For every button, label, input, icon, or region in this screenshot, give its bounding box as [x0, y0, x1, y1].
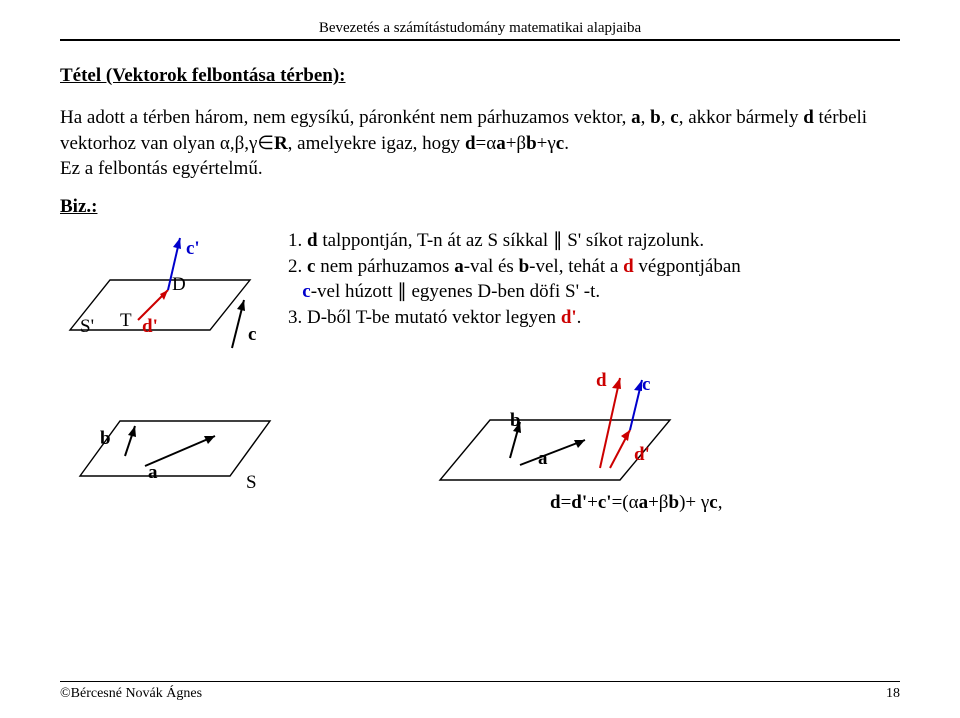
- text: S' síkot rajzolunk.: [562, 230, 704, 251]
- label-b: b: [510, 410, 521, 432]
- parallel-icon: ∥: [553, 230, 563, 251]
- label-d: d: [596, 370, 607, 392]
- label-b: b: [100, 428, 111, 450]
- step-3: 3. D-ből T-be mutató vektor legyen d'.: [288, 305, 900, 331]
- text: D-ből T-be mutató vektor legyen: [302, 307, 561, 328]
- header-rule: [60, 39, 900, 41]
- vec-dprime: d': [561, 307, 577, 328]
- step-1: 1. d talppontján, T-n át az S síkkal ∥ S…: [288, 228, 900, 254]
- eq-d: d: [465, 133, 476, 154]
- text: .: [564, 133, 569, 154]
- step-num: 3.: [288, 307, 302, 328]
- vec-a: a: [454, 256, 464, 277]
- label-a: a: [538, 448, 548, 470]
- vec-b: b: [519, 256, 530, 277]
- proof-steps: 1. d talppontján, T-n át az S síkkal ∥ S…: [280, 220, 900, 331]
- figure-s-prime: [60, 220, 280, 360]
- text: nem párhuzamos: [315, 256, 454, 277]
- vec-d: d: [803, 107, 814, 128]
- vec-d: d: [307, 230, 318, 251]
- footer-rule: [60, 681, 900, 682]
- label-Sprime: S': [80, 316, 94, 338]
- step-num: 2.: [288, 256, 302, 277]
- label-a: a: [148, 462, 158, 484]
- text: +β: [506, 133, 526, 154]
- theorem-title: Tétel (Vektorok felbontása térben):: [60, 65, 900, 87]
- text: ,: [641, 107, 651, 128]
- text: )+ γ: [679, 492, 709, 513]
- eq-a: a: [496, 133, 506, 154]
- text: -vel, tehát a: [529, 256, 623, 277]
- vec-b: b: [650, 107, 661, 128]
- text: =α: [476, 133, 497, 154]
- text: , akkor bármely: [679, 107, 804, 128]
- text: =: [561, 492, 572, 513]
- label-cprime: c': [186, 238, 200, 260]
- text: egyenes D-ben döfi S' -t.: [407, 281, 600, 302]
- figure-combined: [410, 340, 730, 510]
- text: , amelyekre igaz, hogy: [288, 133, 465, 154]
- label-dprime: d': [634, 444, 650, 466]
- label-S: S: [246, 472, 257, 494]
- theorem-body: Ha adott a térben három, nem egysíkú, pá…: [60, 105, 900, 182]
- document-header: Bevezetés a számítástudomány matematikai…: [60, 20, 900, 37]
- step-2: 2. c nem párhuzamos a-val és b-vel, tehá…: [288, 254, 900, 305]
- footer-page: 18: [886, 686, 900, 702]
- text: +β: [648, 492, 668, 513]
- vec-c: c: [670, 107, 678, 128]
- eq-cprime: c': [598, 492, 612, 513]
- text: ,: [661, 107, 671, 128]
- figure-s: [60, 366, 310, 506]
- step-num: 1.: [288, 230, 302, 251]
- vec-c: c: [302, 281, 310, 302]
- parallel-icon: ∥: [397, 281, 407, 302]
- equation: d=d'+c'=(αa+βb)+ γc,: [550, 492, 722, 514]
- eq-d: d: [550, 492, 561, 513]
- text: Ha adott a térben három, nem egysíkú, pá…: [60, 107, 631, 128]
- text: +γ: [537, 133, 556, 154]
- text: -vel húzott: [311, 281, 398, 302]
- eq-a: a: [639, 492, 649, 513]
- vec-a: a: [631, 107, 641, 128]
- text: .: [577, 307, 582, 328]
- label-D: D: [172, 274, 186, 296]
- text: ,: [718, 492, 723, 513]
- label-T: T: [120, 310, 132, 332]
- text: talppontján, T-n át az S síkkal: [318, 230, 553, 251]
- label-dprime: d': [142, 316, 158, 338]
- set-R: R: [274, 133, 288, 154]
- proof-label: Biz.:: [60, 196, 900, 218]
- label-c: c: [642, 374, 650, 396]
- text: Ez a felbontás egyértelmű.: [60, 158, 263, 179]
- text: =(α: [612, 492, 639, 513]
- text: +: [587, 492, 598, 513]
- footer-author: ©Bércesné Novák Ágnes: [60, 686, 202, 702]
- eq-c: c: [556, 133, 564, 154]
- eq-b: b: [668, 492, 679, 513]
- text: -val és: [464, 256, 519, 277]
- vec-d: d: [623, 256, 634, 277]
- eq-dprime: d': [571, 492, 587, 513]
- label-c: c: [248, 324, 256, 346]
- text: végpontjában: [634, 256, 741, 277]
- eq-c: c: [709, 492, 717, 513]
- eq-b: b: [526, 133, 537, 154]
